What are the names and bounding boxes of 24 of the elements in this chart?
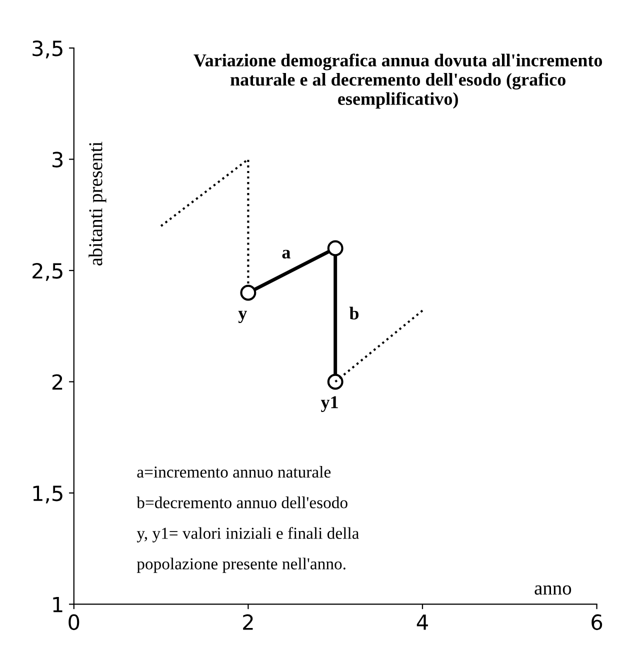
y-tick-label: 2	[52, 374, 62, 390]
point	[240, 284, 256, 301]
x-tick-label: 0	[68, 614, 80, 630]
y-tick-label: 1	[53, 596, 62, 612]
point	[327, 240, 344, 256]
annotation: y1	[320, 396, 338, 412]
x-axis-title: anno	[534, 585, 572, 595]
annotation: b	[349, 306, 359, 320]
y-tick-label: 1,5	[33, 486, 62, 504]
x-tick-label: 2	[243, 614, 253, 630]
text: Variazione demografica annua dovuta all'incremento naturale e al decremento dell'esodo (grafico esemplificativo)	[194, 54, 602, 109]
y-axis-title: abitanti presenti	[88, 142, 106, 266]
y-tick-label: 3	[52, 152, 63, 168]
y-tick-label: 2,5	[32, 262, 62, 281]
annotation: y	[238, 310, 247, 324]
annotation: b=decremento annuo dell'esodo	[136, 496, 348, 508]
annotation: y, y1= valori iniziali e finali della	[136, 527, 360, 542]
annotation: a=incremento annuo naturale	[137, 466, 331, 478]
x-tick-label: 4	[416, 614, 428, 630]
annotation: a	[282, 250, 290, 258]
x-tick-label: 6	[592, 614, 602, 630]
annotation: popolazione presente nell'anno.	[136, 558, 346, 573]
point	[327, 374, 344, 390]
y-tick-label: 3,5	[32, 40, 62, 58]
